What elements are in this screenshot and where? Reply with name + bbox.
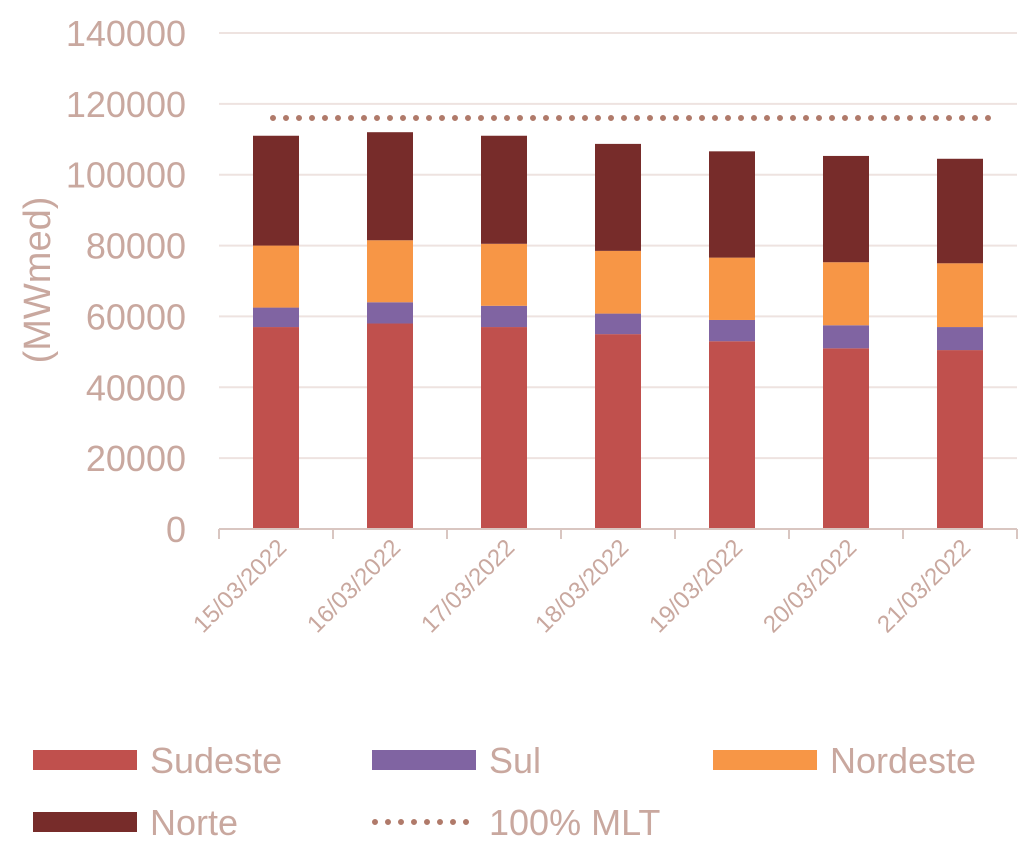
- x-tick-label: 21/03/2022: [872, 534, 976, 638]
- bar-norte-5: [709, 151, 755, 258]
- x-tick-label: 19/03/2022: [644, 534, 748, 638]
- y-tick-label: 140000: [66, 13, 186, 54]
- legend-swatch: [372, 750, 476, 770]
- legend-item-sul: Sul: [372, 740, 541, 781]
- legend-label: Norte: [150, 802, 238, 843]
- y-tick-label: 20000: [86, 438, 186, 479]
- bar-nordeste-7: [937, 263, 983, 328]
- y-tick-label: 80000: [86, 226, 186, 267]
- bar-sudeste-1: [253, 327, 299, 529]
- legend-label: Sul: [489, 740, 541, 781]
- bar-sul-7: [937, 327, 983, 351]
- bar-sudeste-5: [709, 341, 755, 529]
- bar-nordeste-1: [253, 245, 299, 308]
- legend-label: 100% MLT: [489, 802, 660, 843]
- bar-nordeste-4: [595, 250, 641, 314]
- bar-norte-6: [823, 155, 869, 263]
- y-tick-label: 0: [166, 509, 186, 550]
- bar-sul-1: [253, 307, 299, 328]
- bar-norte-2: [367, 132, 413, 241]
- x-tick-label: 15/03/2022: [188, 534, 292, 638]
- bar-sul-6: [823, 325, 869, 349]
- bar-nordeste-2: [367, 240, 413, 303]
- y-tick-label: 120000: [66, 84, 186, 125]
- legend-label: Sudeste: [150, 740, 282, 781]
- bar-norte-7: [937, 158, 983, 264]
- y-axis-ticks: 0 20000 40000 60000 80000 100000 120000 140000: [66, 13, 186, 550]
- bar-nordeste-3: [481, 243, 527, 306]
- x-tick-label: 18/03/2022: [530, 534, 634, 638]
- bar-nordeste-5: [709, 257, 755, 320]
- legend-item-sudeste: Sudeste: [33, 740, 282, 781]
- bar-norte-3: [481, 135, 527, 244]
- bar-sudeste-6: [823, 348, 869, 529]
- bar-sul-2: [367, 302, 413, 324]
- y-tick-label: 100000: [66, 155, 186, 196]
- legend: Sudeste Sul Nordeste Norte 100% MLT: [33, 740, 976, 843]
- x-axis-ticks: 15/03/2022 16/03/2022 17/03/2022 18/03/2022…: [188, 529, 1018, 638]
- bar-norte-4: [595, 143, 641, 251]
- legend-swatch: [33, 812, 137, 832]
- y-axis-title: (MWmed): [17, 197, 59, 364]
- y-tick-label: 60000: [86, 296, 186, 337]
- legend-swatch: [713, 750, 817, 770]
- x-tick-label: 16/03/2022: [302, 534, 406, 638]
- legend-item-100-mlt: 100% MLT: [372, 802, 660, 843]
- y-tick-label: 40000: [86, 367, 186, 408]
- x-tick-label: 20/03/2022: [758, 534, 862, 638]
- bar-sudeste-2: [367, 323, 413, 529]
- bar-sudeste-7: [937, 350, 983, 529]
- x-tick-label: 17/03/2022: [416, 534, 520, 638]
- bar-nordeste-6: [823, 262, 869, 326]
- bar-sul-3: [481, 305, 527, 328]
- legend-item-nordeste: Nordeste: [713, 740, 976, 781]
- bar-sul-5: [709, 319, 755, 342]
- legend-item-norte: Norte: [33, 802, 238, 843]
- bar-sul-4: [595, 313, 641, 335]
- bar-sudeste-3: [481, 327, 527, 529]
- bar-sudeste-4: [595, 334, 641, 529]
- bar-norte-1: [253, 135, 299, 246]
- legend-swatch: [33, 750, 137, 770]
- legend-label: Nordeste: [830, 740, 976, 781]
- bars: [253, 132, 983, 529]
